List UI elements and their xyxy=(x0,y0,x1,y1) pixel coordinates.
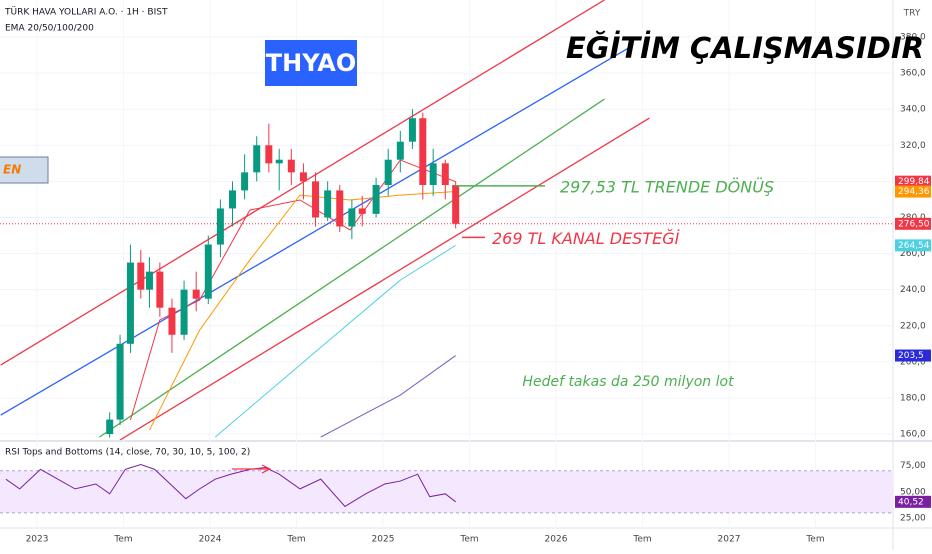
rsi-line xyxy=(5,463,456,508)
badge: THYAO xyxy=(266,49,357,77)
candle-body xyxy=(324,190,332,218)
x-tick-label: 2023 xyxy=(26,535,49,545)
rsi-band xyxy=(0,470,893,513)
price-label: 264,54 xyxy=(898,241,930,251)
trend-line xyxy=(0,0,605,366)
candle-body xyxy=(312,181,320,218)
candle-body xyxy=(299,172,307,182)
ema-line xyxy=(214,244,456,438)
ema-line xyxy=(129,159,456,421)
candle-body xyxy=(216,208,224,245)
price-label: 203,5 xyxy=(898,351,924,361)
y-tick-label: 160,0 xyxy=(900,430,926,440)
x-tick-label: Tem xyxy=(459,535,478,545)
y-tick-label: 340,0 xyxy=(900,105,926,115)
side-note: EN xyxy=(3,163,21,177)
candle-body xyxy=(156,271,164,308)
trend-line xyxy=(119,117,650,440)
heading: EĞİTİM ÇALIŞMASIDIR xyxy=(566,31,924,65)
y-tick-label: 25,00 xyxy=(900,514,926,524)
candle-body xyxy=(336,190,344,227)
trend-line xyxy=(0,46,631,416)
ema-line xyxy=(149,191,456,431)
price-label: 40,52 xyxy=(898,497,924,507)
note: Hedef takas da 250 milyon lot xyxy=(522,374,734,390)
symbol-title: TÜRK HAVA YOLLARI A.O. · 1H · BIST xyxy=(4,7,168,18)
candle-body xyxy=(384,159,392,185)
price-label: 276,50 xyxy=(898,219,930,229)
candle-body xyxy=(275,159,283,164)
badge-box xyxy=(265,40,357,86)
candle-body xyxy=(265,145,273,164)
ema-line xyxy=(320,355,456,438)
x-tick-label: Tem xyxy=(113,535,132,545)
candle-body xyxy=(348,208,356,227)
candle-body xyxy=(408,118,416,142)
y-tick-label: 320,0 xyxy=(900,141,926,151)
candle-body xyxy=(452,184,460,224)
candle-body xyxy=(441,163,449,185)
y-tick-label: 240,0 xyxy=(900,285,926,295)
candle-body xyxy=(106,419,114,435)
candle-body xyxy=(229,190,237,209)
price-label-box xyxy=(895,217,931,230)
x-tick-label: Tem xyxy=(805,535,824,545)
candle-body xyxy=(180,289,188,335)
price-label-box xyxy=(895,185,931,198)
note-box xyxy=(0,156,49,184)
trend-line xyxy=(98,98,605,438)
candle-body xyxy=(419,118,427,185)
candle-body xyxy=(287,159,295,173)
price-label: 299,84 xyxy=(898,177,930,187)
x-tick-label: 2027 xyxy=(718,535,741,545)
x-tick-label: 2025 xyxy=(372,535,395,545)
y-tick-label: 260,0 xyxy=(900,249,926,259)
x-tick-label: Tem xyxy=(632,535,651,545)
x-tick-label: 2024 xyxy=(199,535,222,545)
y-tick-label: 50,00 xyxy=(900,487,926,497)
price-label-box xyxy=(895,349,931,362)
candle-body xyxy=(137,262,145,290)
y-tick-label: 360,0 xyxy=(900,69,926,79)
y-tick-label: 380,0 xyxy=(900,32,926,42)
y-tick-label: 180,0 xyxy=(900,393,926,403)
candle-body xyxy=(126,262,134,344)
y-tick-label: 75,00 xyxy=(900,461,926,471)
price-label-box xyxy=(895,495,931,508)
rsi-arrow xyxy=(232,464,272,474)
candle-body xyxy=(396,141,404,160)
rsi-title: RSI Tops and Bottoms (14, close, 70, 30,… xyxy=(5,448,250,458)
candle-body xyxy=(253,145,261,173)
candle-body xyxy=(204,244,212,299)
currency: TRY xyxy=(903,9,921,19)
x-tick-label: 2026 xyxy=(545,535,568,545)
x-tick-label: Tem xyxy=(286,535,305,545)
price-label-box xyxy=(895,239,931,252)
candle-body xyxy=(168,307,176,335)
candle-body xyxy=(192,289,200,299)
annotation: 269 TL KANAL DESTEĞİ xyxy=(492,229,680,248)
y-tick-label: 220,0 xyxy=(900,321,926,331)
price-label: 294,36 xyxy=(898,187,930,197)
annotation: 297,53 TL TRENDE DÖNÜŞ xyxy=(560,177,774,196)
y-tick-label: 200,0 xyxy=(900,357,926,367)
candle-body xyxy=(429,163,437,185)
price-label-box xyxy=(895,175,931,188)
indicator-label: EMA 20/50/100/200 xyxy=(5,24,94,34)
candle-body xyxy=(241,172,249,191)
candle-body xyxy=(116,343,124,420)
candle-body xyxy=(372,184,380,214)
candle-body xyxy=(145,271,153,290)
candle-body xyxy=(358,208,366,214)
